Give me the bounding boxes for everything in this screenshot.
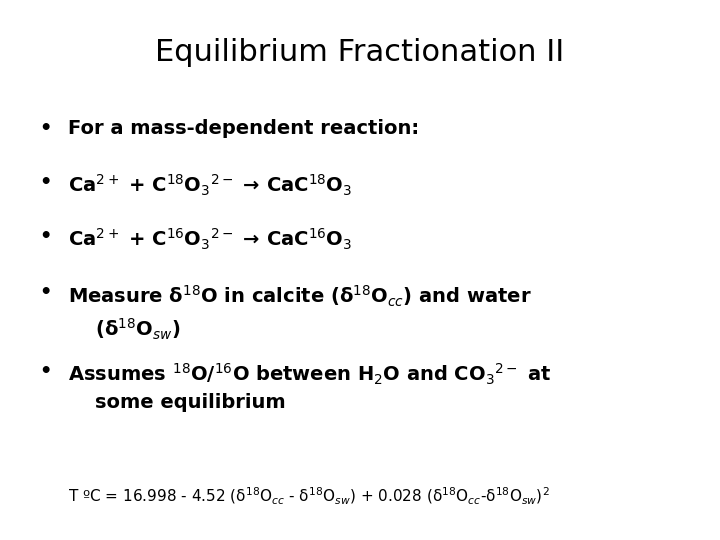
Text: Ca$^{2+}$ + C$^{18}$O$_3$$^{2-}$ → CaC$^{18}$O$_3$: Ca$^{2+}$ + C$^{18}$O$_3$$^{2-}$ → CaC$^… xyxy=(68,173,353,198)
Text: •: • xyxy=(40,173,52,192)
Text: For a mass-dependent reaction:: For a mass-dependent reaction: xyxy=(68,119,420,138)
Text: Measure δ$^{18}$O in calcite (δ$^{18}$O$_{cc}$) and water
    (δ$^{18}$O$_{sw}$): Measure δ$^{18}$O in calcite (δ$^{18}$O$… xyxy=(68,284,532,342)
Text: •: • xyxy=(40,119,52,138)
Text: Assumes $^{18}$O/$^{16}$O between H$_2$O and CO$_3$$^{2-}$ at
    some equilibri: Assumes $^{18}$O/$^{16}$O between H$_2$O… xyxy=(68,362,552,412)
Text: •: • xyxy=(40,362,52,381)
Text: Ca$^{2+}$ + C$^{16}$O$_3$$^{2-}$ → CaC$^{16}$O$_3$: Ca$^{2+}$ + C$^{16}$O$_3$$^{2-}$ → CaC$^… xyxy=(68,227,353,252)
Text: Equilibrium Fractionation II: Equilibrium Fractionation II xyxy=(156,38,564,67)
Text: •: • xyxy=(40,284,52,302)
Text: •: • xyxy=(40,227,52,246)
Text: T ºC = 16.998 - 4.52 (δ$^{18}$O$_{cc}$ - δ$^{18}$O$_{sw}$) + 0.028 (δ$^{18}$O$_{: T ºC = 16.998 - 4.52 (δ$^{18}$O$_{cc}$ -… xyxy=(68,486,550,507)
